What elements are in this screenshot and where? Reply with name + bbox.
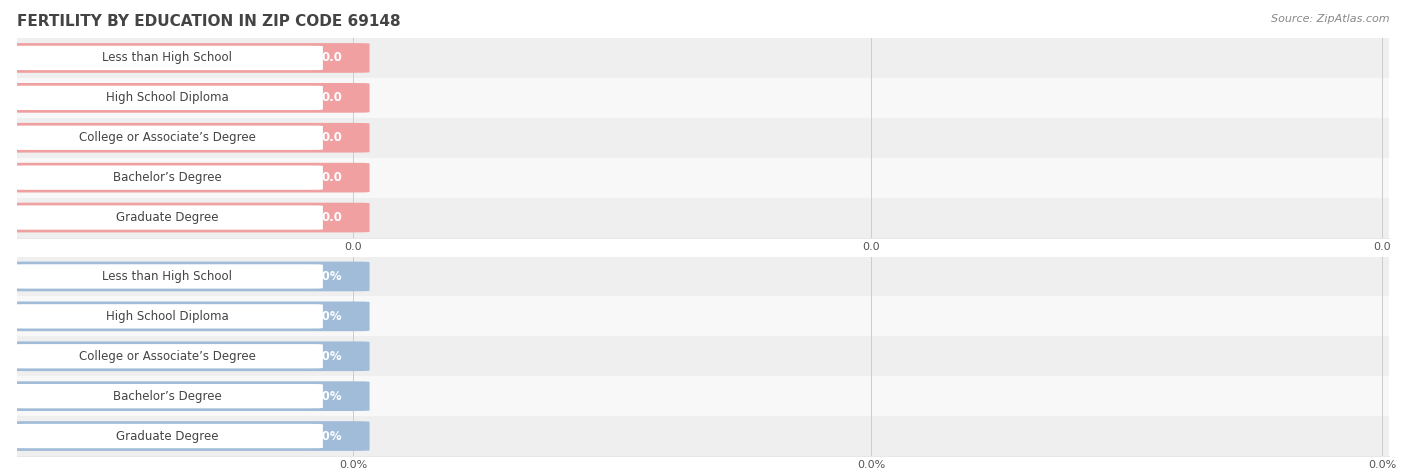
Text: 0.0: 0.0 <box>321 91 342 104</box>
FancyBboxPatch shape <box>4 262 370 291</box>
FancyBboxPatch shape <box>17 376 1389 416</box>
FancyBboxPatch shape <box>4 342 370 371</box>
Text: 0.0%: 0.0% <box>309 390 342 403</box>
Text: 0.0%: 0.0% <box>309 429 342 443</box>
FancyBboxPatch shape <box>11 384 323 408</box>
Text: College or Associate’s Degree: College or Associate’s Degree <box>79 131 256 144</box>
FancyBboxPatch shape <box>11 264 323 289</box>
FancyBboxPatch shape <box>11 125 323 150</box>
Text: 0.0%: 0.0% <box>309 310 342 323</box>
FancyBboxPatch shape <box>17 296 1389 336</box>
Text: 0.0%: 0.0% <box>309 350 342 363</box>
Text: Graduate Degree: Graduate Degree <box>115 429 218 443</box>
FancyBboxPatch shape <box>4 421 370 451</box>
FancyBboxPatch shape <box>17 256 1389 296</box>
FancyBboxPatch shape <box>4 302 370 331</box>
FancyBboxPatch shape <box>17 78 1389 118</box>
Text: Graduate Degree: Graduate Degree <box>115 211 218 224</box>
FancyBboxPatch shape <box>11 86 323 110</box>
FancyBboxPatch shape <box>17 118 1389 158</box>
FancyBboxPatch shape <box>17 158 1389 198</box>
FancyBboxPatch shape <box>17 38 1389 78</box>
Text: College or Associate’s Degree: College or Associate’s Degree <box>79 350 256 363</box>
FancyBboxPatch shape <box>17 416 1389 456</box>
Text: Less than High School: Less than High School <box>103 270 232 283</box>
FancyBboxPatch shape <box>11 165 323 190</box>
Text: 0.0: 0.0 <box>321 211 342 224</box>
Text: Source: ZipAtlas.com: Source: ZipAtlas.com <box>1271 14 1389 24</box>
Text: 0.0: 0.0 <box>321 51 342 65</box>
FancyBboxPatch shape <box>11 205 323 230</box>
FancyBboxPatch shape <box>4 83 370 113</box>
FancyBboxPatch shape <box>4 203 370 232</box>
Text: Bachelor’s Degree: Bachelor’s Degree <box>112 390 222 403</box>
FancyBboxPatch shape <box>4 123 370 152</box>
Text: High School Diploma: High School Diploma <box>105 91 229 104</box>
FancyBboxPatch shape <box>11 46 323 70</box>
FancyBboxPatch shape <box>11 424 323 448</box>
FancyBboxPatch shape <box>17 198 1389 238</box>
Text: 0.0%: 0.0% <box>309 270 342 283</box>
Text: Less than High School: Less than High School <box>103 51 232 65</box>
Text: 0.0: 0.0 <box>321 131 342 144</box>
Text: High School Diploma: High School Diploma <box>105 310 229 323</box>
Text: Bachelor’s Degree: Bachelor’s Degree <box>112 171 222 184</box>
FancyBboxPatch shape <box>4 163 370 192</box>
FancyBboxPatch shape <box>11 344 323 369</box>
Text: FERTILITY BY EDUCATION IN ZIP CODE 69148: FERTILITY BY EDUCATION IN ZIP CODE 69148 <box>17 14 401 29</box>
FancyBboxPatch shape <box>17 336 1389 376</box>
FancyBboxPatch shape <box>4 43 370 73</box>
Text: 0.0: 0.0 <box>321 171 342 184</box>
FancyBboxPatch shape <box>11 304 323 329</box>
FancyBboxPatch shape <box>4 381 370 411</box>
